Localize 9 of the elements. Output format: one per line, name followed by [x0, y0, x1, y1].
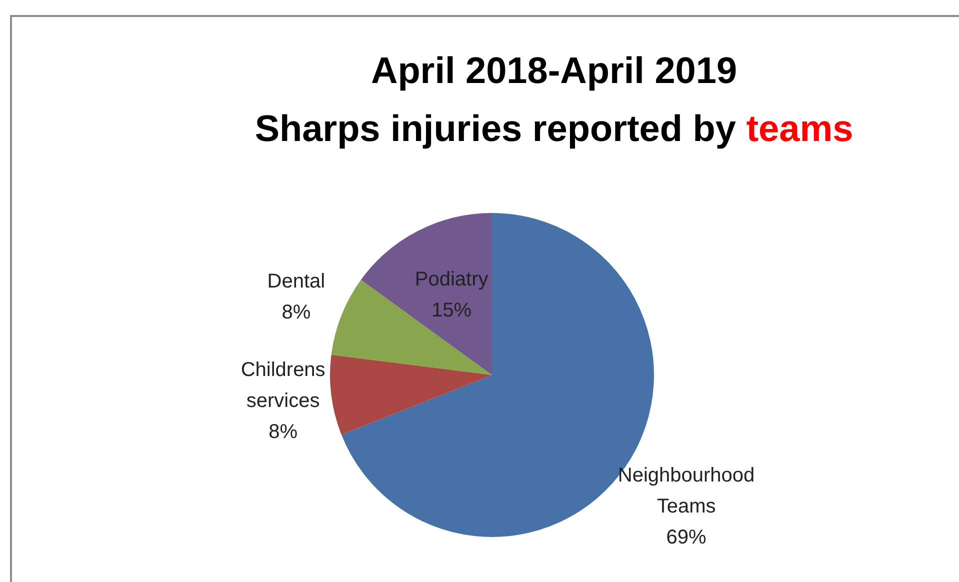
data-label: 8% [268, 420, 298, 443]
slice-label: Dental [267, 270, 326, 292]
chart-title: April 2018-April 2019 Sharps injuries reported by teams [254, 49, 854, 151]
slice-label: Podiatry [414, 268, 488, 291]
data-label: 69% [666, 526, 707, 549]
slice-label: Childrens services [240, 358, 326, 412]
data-label: 8% [282, 301, 311, 324]
data-label: 15% [432, 300, 472, 322]
slice-label: Neighbourhood Teams [618, 464, 755, 518]
